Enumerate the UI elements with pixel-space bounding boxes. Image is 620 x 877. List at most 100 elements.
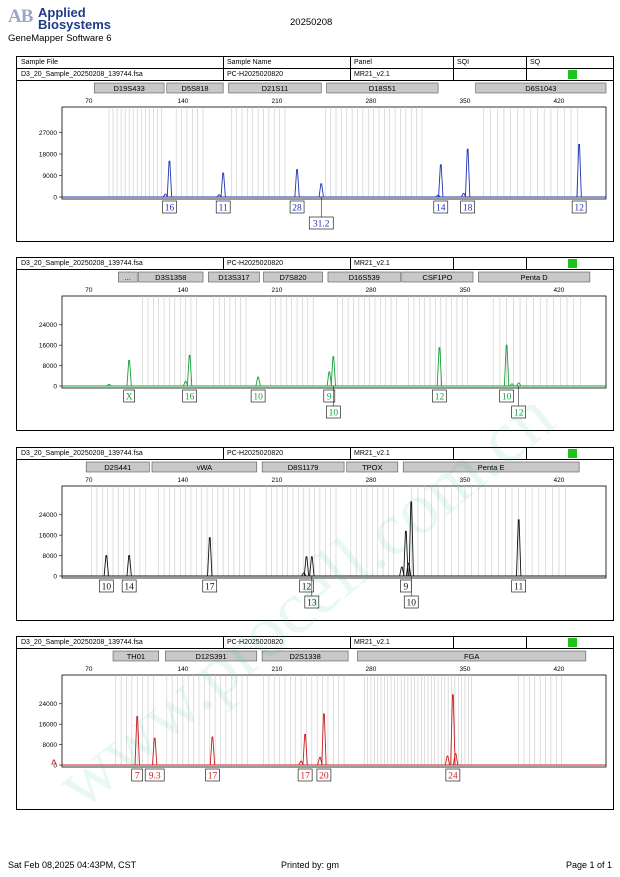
sample-row: D3_20_Sample_20250208_139744.fsa PC-H2025…	[17, 448, 613, 460]
marker-box	[478, 271, 591, 283]
allele-peak	[576, 144, 582, 198]
allele-label: 28	[292, 204, 302, 214]
allele-label: 18	[463, 204, 473, 214]
allele-peak	[126, 555, 132, 577]
sample-name: PC-H2025020820	[227, 71, 284, 78]
allele-label-box	[289, 200, 305, 214]
allele-label: 16	[185, 393, 195, 403]
minor-peak	[399, 566, 405, 577]
allele-peak	[220, 172, 226, 198]
y-tick-label: 16000	[39, 532, 57, 539]
allele-label: 10	[329, 409, 339, 419]
allele-label-box	[144, 768, 165, 782]
panel: MR21_v2.1	[354, 71, 390, 78]
allele-label-box	[460, 200, 475, 214]
minor-peak	[435, 194, 441, 198]
allele-label: 24	[448, 772, 458, 782]
marker-label: D21S11	[262, 84, 289, 93]
allele-peak	[303, 556, 310, 577]
allele-label: 10	[253, 393, 263, 403]
plot-frame	[61, 674, 607, 768]
col-sample-name: Sample Name	[227, 59, 272, 66]
report-date: 20250208	[290, 17, 333, 28]
logo-line1: Applied	[38, 5, 86, 20]
marker-box	[261, 461, 345, 473]
electropherogram-panel: D3_20_Sample_20250208_139744.fsa PC-H2025…	[16, 68, 614, 242]
x-tick-label: 140	[177, 477, 188, 484]
marker-label: D16S539	[349, 273, 380, 282]
allele-peak	[436, 347, 443, 387]
sample-name: PC-H2025020820	[227, 639, 284, 646]
allele-peak	[516, 382, 522, 387]
sample-file: D3_20_Sample_20250208_139744.fsa	[21, 71, 143, 78]
allele-label: 17	[300, 772, 310, 782]
allele-peak	[450, 694, 456, 766]
x-tick-label: 140	[177, 287, 188, 294]
marker-box	[93, 82, 165, 94]
logo-line2: Biosystems	[38, 17, 111, 32]
allele-label: 20	[319, 772, 329, 782]
electropherogram-panel: D3_20_Sample_20250208_139744.fsa PC-H2025…	[16, 636, 614, 810]
sample-row: D3_20_Sample_20250208_139744.fsa PC-H2025…	[17, 258, 613, 270]
marker-box	[112, 650, 160, 662]
x-tick-label: 280	[366, 477, 377, 484]
allele-label: 11	[514, 583, 523, 593]
sample-file: D3_20_Sample_20250208_139744.fsa	[21, 260, 143, 267]
allele-label-box	[121, 579, 137, 593]
allele-label: 16	[165, 204, 175, 214]
marker-label: CSF1PO	[422, 273, 452, 282]
x-tick-label: 210	[271, 666, 282, 673]
y-tick-label: 18000	[39, 151, 57, 158]
y-tick-label: 0	[53, 194, 57, 201]
marker-label: D19S433	[114, 84, 145, 93]
allele-label-box	[445, 768, 461, 782]
marker-label: D2S1338	[289, 652, 320, 661]
allele-label-box	[99, 579, 114, 593]
footer-timestamp: Sat Feb 08,2025 04:43PM, CST	[8, 860, 137, 870]
minor-peak	[509, 383, 515, 387]
allele-peak	[408, 501, 414, 577]
sample-row: D3_20_Sample_20250208_139744.fsa PC-H2025…	[17, 69, 613, 81]
col-sample-file: Sample File	[21, 59, 58, 66]
allele-label: 10	[502, 393, 512, 403]
sample-file: D3_20_Sample_20250208_139744.fsa	[21, 639, 143, 646]
sizing-quality-indicator	[568, 259, 577, 268]
allele-peak	[294, 169, 300, 198]
allele-label-box	[299, 579, 314, 593]
allele-peak	[152, 737, 158, 766]
panel: MR21_v2.1	[354, 639, 390, 646]
minor-peak	[106, 384, 112, 387]
allele-label-box	[250, 389, 266, 403]
col-panel: Panel	[354, 59, 372, 66]
x-tick-label: 140	[177, 98, 188, 105]
allele-label-box	[182, 389, 197, 403]
allele-label: 31.2	[313, 220, 330, 230]
allele-label-box	[316, 768, 332, 782]
allele-peak	[321, 713, 327, 766]
allele-peak	[516, 519, 522, 577]
allele-peak	[209, 736, 216, 766]
sizing-quality-indicator	[568, 638, 577, 647]
allele-label: 10	[406, 599, 416, 609]
marker-box	[261, 650, 349, 662]
marker-label: D13S317	[218, 273, 249, 282]
allele-peak	[330, 356, 336, 387]
allele-peak	[207, 537, 213, 577]
allele-label: 11	[219, 204, 228, 214]
allele-label-box	[511, 579, 526, 593]
marker-box	[228, 82, 322, 94]
minor-peak	[162, 193, 169, 198]
sample-name: PC-H2025020820	[227, 260, 284, 267]
marker-box	[327, 271, 401, 283]
minor-peak	[301, 572, 307, 577]
x-tick-label: 420	[554, 477, 565, 484]
allele-label: 17	[205, 583, 215, 593]
allele-label: 17	[208, 772, 218, 782]
allele-label: 9	[403, 583, 408, 593]
sizing-quality-indicator	[568, 449, 577, 458]
allele-label-box	[433, 200, 449, 214]
col-sq: SQ	[530, 59, 541, 66]
marker-label: D5S818	[181, 84, 208, 93]
marker-box	[357, 650, 587, 662]
allele-peak	[186, 354, 193, 387]
